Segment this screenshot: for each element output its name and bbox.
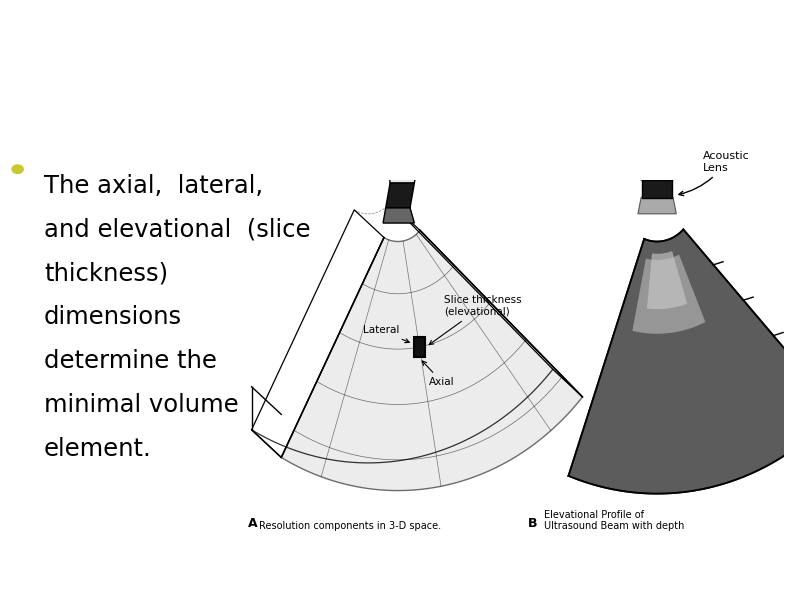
Polygon shape — [383, 208, 414, 223]
Polygon shape — [398, 128, 421, 149]
Text: Elevational Profile of
Ultrasound Beam with depth: Elevational Profile of Ultrasound Beam w… — [544, 510, 684, 532]
Text: Resolution components in 3-D space.: Resolution components in 3-D space. — [259, 521, 442, 532]
Bar — [645, 140, 662, 152]
Text: thickness): thickness) — [44, 262, 168, 286]
Text: and elevational  (slice: and elevational (slice — [44, 218, 310, 242]
Text: element.: element. — [44, 437, 152, 461]
Text: Axial: Axial — [422, 361, 455, 387]
Text: dimensions: dimensions — [44, 305, 182, 329]
Polygon shape — [641, 140, 673, 180]
Polygon shape — [386, 183, 414, 208]
Text: Acoustic
Lens: Acoustic Lens — [679, 151, 750, 196]
Text: The axial,  lateral,: The axial, lateral, — [44, 174, 263, 198]
Circle shape — [12, 165, 23, 173]
Polygon shape — [633, 254, 706, 334]
Bar — [642, 180, 672, 199]
Polygon shape — [569, 229, 800, 494]
Bar — [414, 337, 426, 357]
Text: Lateral: Lateral — [362, 325, 410, 343]
Polygon shape — [647, 251, 687, 309]
Text: determine the: determine the — [44, 349, 217, 373]
Text: Slice thickness
(elevational): Slice thickness (elevational) — [430, 295, 522, 344]
Text: A: A — [248, 517, 258, 530]
Text: minimal volume: minimal volume — [44, 393, 238, 417]
Polygon shape — [638, 197, 676, 214]
Polygon shape — [386, 128, 421, 183]
Polygon shape — [282, 230, 582, 491]
Text: B: B — [527, 517, 537, 530]
